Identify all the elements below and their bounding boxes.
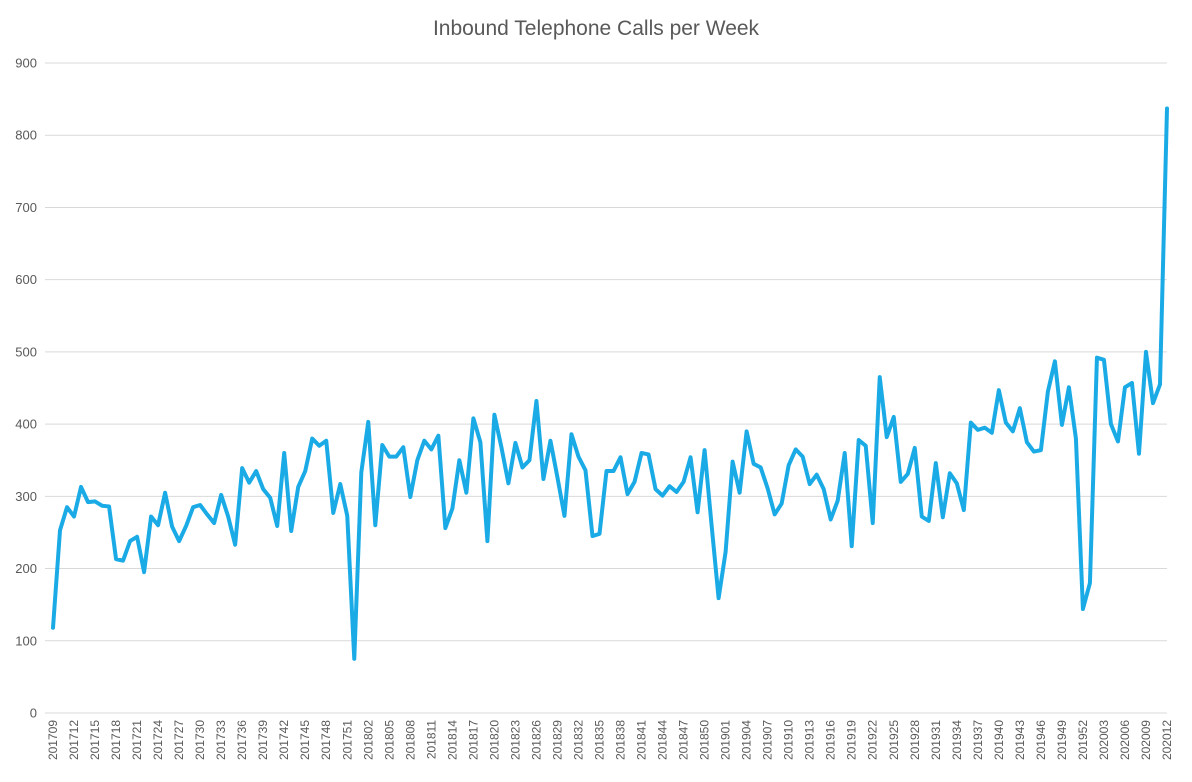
- x-tick-label: 201946: [1034, 720, 1048, 760]
- y-tick-label: 600: [15, 272, 37, 287]
- x-tick-label: 201751: [340, 720, 354, 760]
- x-tick-label: 201718: [109, 720, 123, 760]
- x-tick-label: 201841: [635, 720, 649, 760]
- x-tick-label: 201928: [908, 720, 922, 760]
- x-tick-label: 201802: [361, 720, 375, 760]
- y-tick-label: 500: [15, 344, 37, 359]
- x-tick-label: 201832: [571, 720, 585, 760]
- x-tick-label: 201814: [445, 720, 459, 760]
- x-tick-label: 201901: [719, 720, 733, 760]
- x-tick-label: 202003: [1097, 720, 1111, 760]
- x-tick-label: 201727: [172, 720, 186, 760]
- x-tick-label: 201910: [782, 720, 796, 760]
- y-tick-label: 900: [15, 56, 37, 71]
- x-tick-label: 202012: [1160, 720, 1174, 760]
- x-tick-label: 201931: [929, 720, 943, 760]
- x-tick-label: 201952: [1076, 720, 1090, 760]
- x-tick-label: 201712: [67, 720, 81, 760]
- gridlines: [45, 62, 1167, 714]
- y-tick-label: 800: [15, 128, 37, 143]
- series-layer: [51, 106, 1169, 661]
- x-tick-label: 201736: [235, 720, 249, 760]
- x-tick-label: 201835: [592, 720, 606, 760]
- x-axis-tick-labels: 201709 201712 201715 201718 201721 201724 2017…: [46, 720, 1174, 760]
- x-tick-label: 201730: [193, 720, 207, 760]
- x-tick-label: 201943: [1013, 720, 1027, 760]
- y-tick-label: 200: [15, 561, 37, 576]
- x-tick-label: 201904: [740, 720, 754, 760]
- x-tick-label: 201715: [88, 720, 102, 760]
- x-tick-label: 201919: [845, 720, 859, 760]
- x-tick-label: 202006: [1118, 720, 1132, 760]
- y-tick-label: 300: [15, 489, 37, 504]
- x-tick-label: 201907: [761, 720, 775, 760]
- x-tick-label: 201709: [46, 720, 60, 760]
- x-tick-label: 201940: [992, 720, 1006, 760]
- x-tick-label: 201847: [677, 720, 691, 760]
- x-tick-label: 201916: [824, 720, 838, 760]
- x-tick-label: 201820: [487, 720, 501, 760]
- y-tick-label: 100: [15, 633, 37, 648]
- x-tick-label: 201850: [698, 720, 712, 760]
- x-tick-label: 201925: [887, 720, 901, 760]
- x-tick-label: 201733: [214, 720, 228, 760]
- x-tick-label: 201829: [550, 720, 564, 760]
- x-tick-label: 201721: [130, 720, 144, 760]
- x-tick-label: 201805: [382, 720, 396, 760]
- y-tick-label: 700: [15, 200, 37, 215]
- series-line: [51, 106, 1169, 661]
- x-tick-label: 201844: [656, 720, 670, 760]
- x-tick-label: 201949: [1055, 720, 1069, 760]
- x-tick-label: 202009: [1139, 720, 1153, 760]
- chart-title: Inbound Telephone Calls per Week: [432, 17, 760, 40]
- x-tick-label: 201811: [424, 720, 438, 759]
- x-tick-label: 201838: [614, 720, 628, 760]
- x-tick-label: 201739: [256, 720, 270, 760]
- x-tick-label: 201826: [529, 720, 543, 760]
- x-tick-label: 201913: [803, 720, 817, 760]
- x-tick-label: 201823: [508, 720, 522, 760]
- x-tick-label: 201808: [403, 720, 417, 760]
- x-tick-label: 201937: [971, 720, 985, 760]
- y-axis-tick-labels: 0 100 200 300 400 500 600 700 800 900: [15, 56, 37, 721]
- x-tick-label: 201745: [298, 720, 312, 760]
- x-tick-label: 201742: [277, 720, 291, 760]
- x-tick-label: 201748: [319, 720, 333, 760]
- x-tick-label: 201922: [866, 720, 880, 760]
- x-tick-label: 201817: [466, 720, 480, 760]
- y-tick-label: 400: [15, 417, 37, 432]
- x-tick-label: 201724: [151, 720, 165, 760]
- x-tick-label: 201934: [950, 720, 964, 760]
- y-tick-label: 0: [30, 706, 37, 721]
